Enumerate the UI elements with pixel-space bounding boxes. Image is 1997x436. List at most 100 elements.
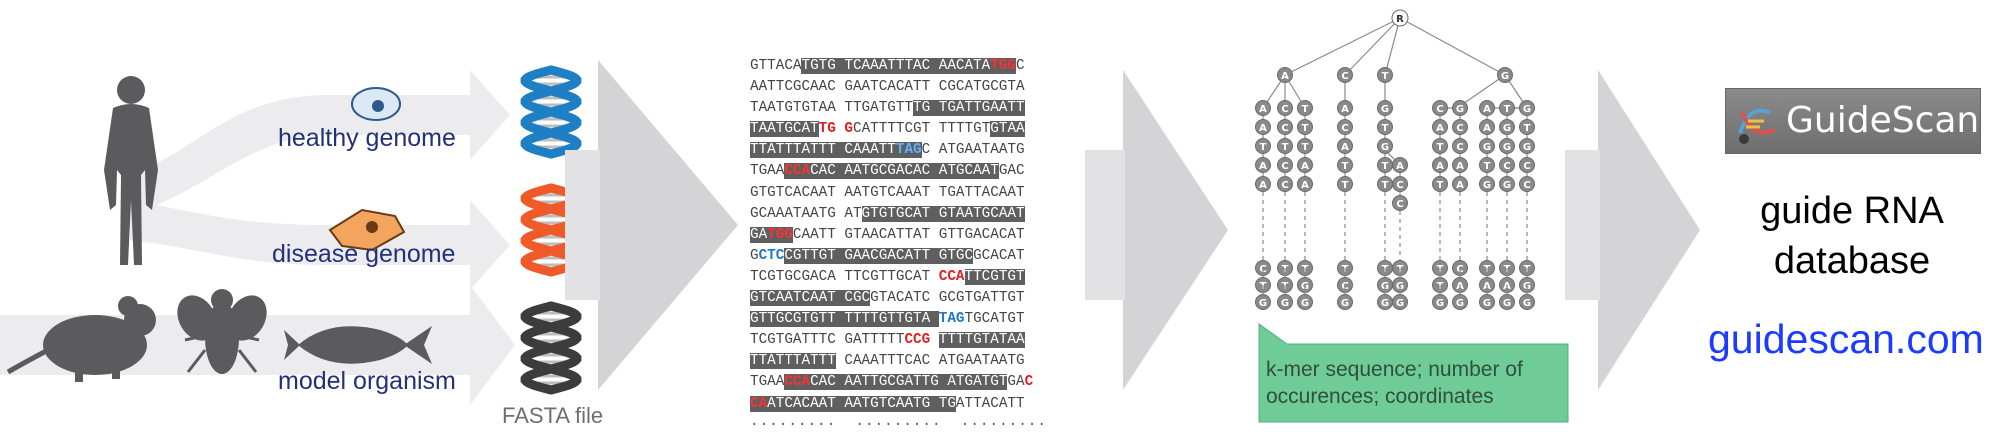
trie-node: C [1452,119,1468,135]
callout-box [1258,323,1569,423]
sequence-segment: CGTTGT GAACGACATT GTGC [784,247,974,264]
trie-node: T [1277,138,1293,154]
sequence-segment: C [1015,58,1025,74]
svg-text:C: C [1396,199,1403,210]
svg-text:G: G [1503,298,1511,309]
svg-text:G: G [1523,142,1531,153]
svg-text:A: A [1483,104,1491,115]
svg-text:G: G [1436,298,1444,309]
sequence-block: GTTACATGTG TCAAATTTAC AACATATGGC AATTCGCA… [750,56,1075,436]
sequence-segment: CAATT GTAACATTAT GTTGACACAT [792,226,1025,243]
svg-text:G: G [1456,104,1464,115]
sequence-segment: TGTG TCAAATTTAC AACATA [801,58,991,74]
sequence-segment: CTC [758,247,785,264]
svg-text:A: A [1456,161,1464,172]
process-arrow-2 [1123,70,1228,390]
svg-text:G: G [1503,180,1511,191]
svg-text:G: G [1483,142,1491,153]
svg-text:A: A [1259,180,1267,191]
trie-node: T [1337,157,1353,173]
trie-node: T [1297,138,1313,154]
trie-node: A [1479,100,1495,116]
sequence-segment: CAAATTTCAC ATGAATAATG [835,353,1025,370]
svg-text:G: G [1259,298,1267,309]
mouse-icon [6,296,156,382]
svg-text:C: C [1281,123,1288,134]
guidescan-url-link[interactable]: guidescan.com [1708,316,1984,362]
svg-text:C: C [1456,142,1463,153]
svg-text:A: A [1259,123,1267,134]
fly-icon [177,289,267,374]
trie-node: G [1337,294,1353,310]
dna-helix-icon-model [520,301,582,395]
sequence-segment: TGG [767,226,793,243]
trie-node: A [1432,157,1448,173]
trie-node: G [1297,294,1313,310]
sequence-segment: TAG [895,142,922,159]
trie-node: A [1392,157,1408,173]
model-organism-label: model organism [278,367,456,395]
sequence-segment: CCA [938,268,965,285]
healthy-genome-label: healthy genome [278,124,456,152]
svg-text:T: T [1484,161,1491,172]
trie-node: G [1479,176,1495,192]
svg-text:T: T [1437,142,1444,153]
process-arrow-3 [1598,70,1700,390]
cell-icon-healthy [351,87,401,121]
sequence-segment: TGG [990,58,1016,74]
svg-text:T: T [1504,104,1511,115]
trie-node: C [1337,119,1353,135]
sequence-segment: TGCATGT [964,311,1025,328]
sequence-segment: TTTTGTATAA [938,332,1025,349]
sequence-segment: GTACATC GCGTGATTGT [870,290,1025,307]
sequence-segment: C [1024,374,1034,391]
sequence-segment: CA [750,395,768,412]
trie-node: A [1337,138,1353,154]
trie-node: T [1337,176,1353,192]
svg-text:G: G [1281,298,1289,309]
sequence-segment: GCAAATAATG AT [750,205,862,222]
sequence-segment: TG TGATTGAATT [913,100,1025,117]
sequence-segment: CATTTTCGT TTTTGT [853,121,991,138]
trie-node: A [1452,157,1468,173]
svg-text:T: T [1302,123,1309,134]
svg-text:G: G [1483,180,1491,191]
trie-node: G [1499,119,1515,135]
trie-node: G [1452,100,1468,116]
sequence-row: ········· ········· ········· [750,415,1075,436]
svg-text:T: T [1382,71,1389,82]
svg-text:G: G [1341,298,1349,309]
trie-node: C [1277,176,1293,192]
trie-node: T [1255,138,1271,154]
sequence-segment: GA [1007,374,1025,391]
svg-text:A: A [1259,161,1267,172]
guidescan-logo: GuideScan [1725,88,1981,154]
trie-node: C [1392,176,1408,192]
svg-text:A: A [1436,123,1444,134]
trie-node: A [1337,100,1353,116]
sequence-segment: G [750,247,759,264]
svg-text:C: C [1341,123,1348,134]
trie-node: A [1255,119,1271,135]
trie-node: A [1479,119,1495,135]
flow-band-disease [130,200,510,290]
svg-text:C: C [1503,161,1510,172]
trie-node: G [1452,294,1468,310]
trie-node: C [1452,138,1468,154]
db-line-1: guide RNA [1760,190,1944,232]
sequence-segment: GTGTCACAAT AATGTCAAAT TGATTACAAT [750,184,1025,201]
trie-node: T [1297,100,1313,116]
svg-text:T: T [1382,161,1389,172]
trie-node: T [1519,119,1535,135]
trie-node: T [1432,138,1448,154]
trie-node: C [1392,195,1408,211]
svg-text:G: G [1501,71,1509,82]
trie-node: G [1392,294,1408,310]
trie-node: G [1519,100,1535,116]
sequence-segment: CCA [784,163,811,180]
sequence-row: GATGGCAATT GTAACATTAT GTTGACACAT [750,225,1075,246]
sequence-segment: ATCACAAT AATGTCAATG TG [767,395,956,412]
svg-text:C: C [1456,123,1463,134]
sequence-row: TAATGTGTAA TTGATGTTTG TGATTGAATT [750,98,1075,119]
sequence-segment: GA [750,226,768,243]
